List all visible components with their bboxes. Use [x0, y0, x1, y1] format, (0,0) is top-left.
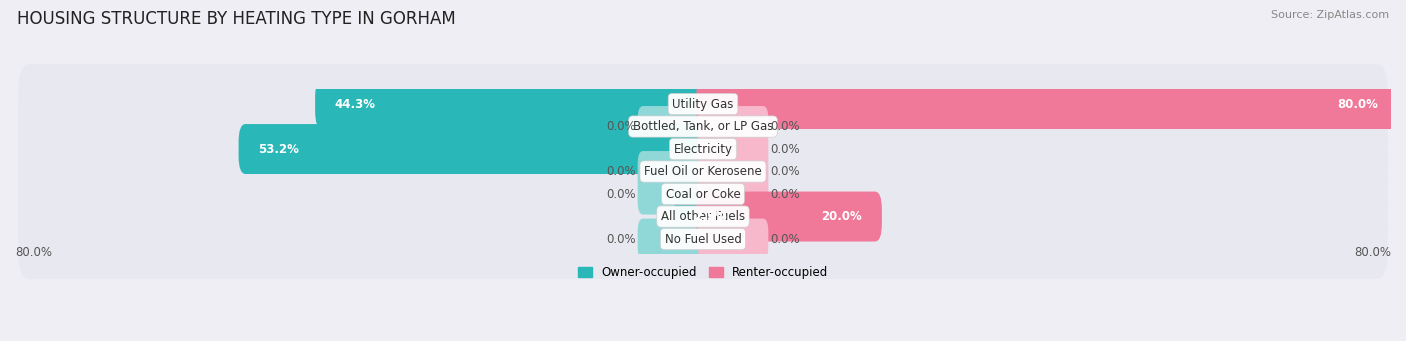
Text: No Fuel Used: No Fuel Used — [665, 233, 741, 246]
Text: 80.0%: 80.0% — [1337, 98, 1378, 110]
FancyBboxPatch shape — [638, 219, 709, 260]
FancyBboxPatch shape — [697, 106, 768, 147]
Text: 2.5%: 2.5% — [695, 210, 727, 223]
Text: 0.0%: 0.0% — [606, 188, 636, 201]
Text: Coal or Coke: Coal or Coke — [665, 188, 741, 201]
Text: 0.0%: 0.0% — [770, 233, 800, 246]
Text: HOUSING STRUCTURE BY HEATING TYPE IN GORHAM: HOUSING STRUCTURE BY HEATING TYPE IN GOR… — [17, 10, 456, 28]
FancyBboxPatch shape — [697, 129, 768, 169]
Text: 80.0%: 80.0% — [15, 246, 52, 258]
FancyBboxPatch shape — [696, 79, 1398, 129]
Text: 0.0%: 0.0% — [606, 233, 636, 246]
FancyBboxPatch shape — [315, 79, 710, 129]
FancyBboxPatch shape — [18, 64, 1388, 144]
FancyBboxPatch shape — [638, 106, 709, 147]
FancyBboxPatch shape — [18, 199, 1388, 279]
FancyBboxPatch shape — [638, 174, 709, 214]
Text: Bottled, Tank, or LP Gas: Bottled, Tank, or LP Gas — [633, 120, 773, 133]
FancyBboxPatch shape — [697, 219, 768, 260]
FancyBboxPatch shape — [18, 132, 1388, 211]
FancyBboxPatch shape — [697, 174, 768, 214]
Text: 53.2%: 53.2% — [259, 143, 299, 155]
Text: 0.0%: 0.0% — [770, 120, 800, 133]
Text: 44.3%: 44.3% — [335, 98, 375, 110]
FancyBboxPatch shape — [638, 151, 709, 192]
Text: Utility Gas: Utility Gas — [672, 98, 734, 110]
FancyBboxPatch shape — [18, 87, 1388, 166]
FancyBboxPatch shape — [18, 109, 1388, 189]
FancyBboxPatch shape — [696, 192, 882, 241]
FancyBboxPatch shape — [18, 177, 1388, 256]
FancyBboxPatch shape — [18, 154, 1388, 234]
FancyBboxPatch shape — [697, 151, 768, 192]
Text: 0.0%: 0.0% — [770, 143, 800, 155]
FancyBboxPatch shape — [239, 124, 710, 174]
Text: Fuel Oil or Kerosene: Fuel Oil or Kerosene — [644, 165, 762, 178]
Text: 0.0%: 0.0% — [606, 120, 636, 133]
Text: All other Fuels: All other Fuels — [661, 210, 745, 223]
Text: 0.0%: 0.0% — [606, 165, 636, 178]
Text: 80.0%: 80.0% — [1354, 246, 1391, 258]
Text: Source: ZipAtlas.com: Source: ZipAtlas.com — [1271, 10, 1389, 20]
FancyBboxPatch shape — [675, 192, 710, 241]
Text: Electricity: Electricity — [673, 143, 733, 155]
Text: 0.0%: 0.0% — [770, 188, 800, 201]
Text: 20.0%: 20.0% — [821, 210, 862, 223]
Legend: Owner-occupied, Renter-occupied: Owner-occupied, Renter-occupied — [572, 262, 834, 284]
Text: 0.0%: 0.0% — [770, 165, 800, 178]
